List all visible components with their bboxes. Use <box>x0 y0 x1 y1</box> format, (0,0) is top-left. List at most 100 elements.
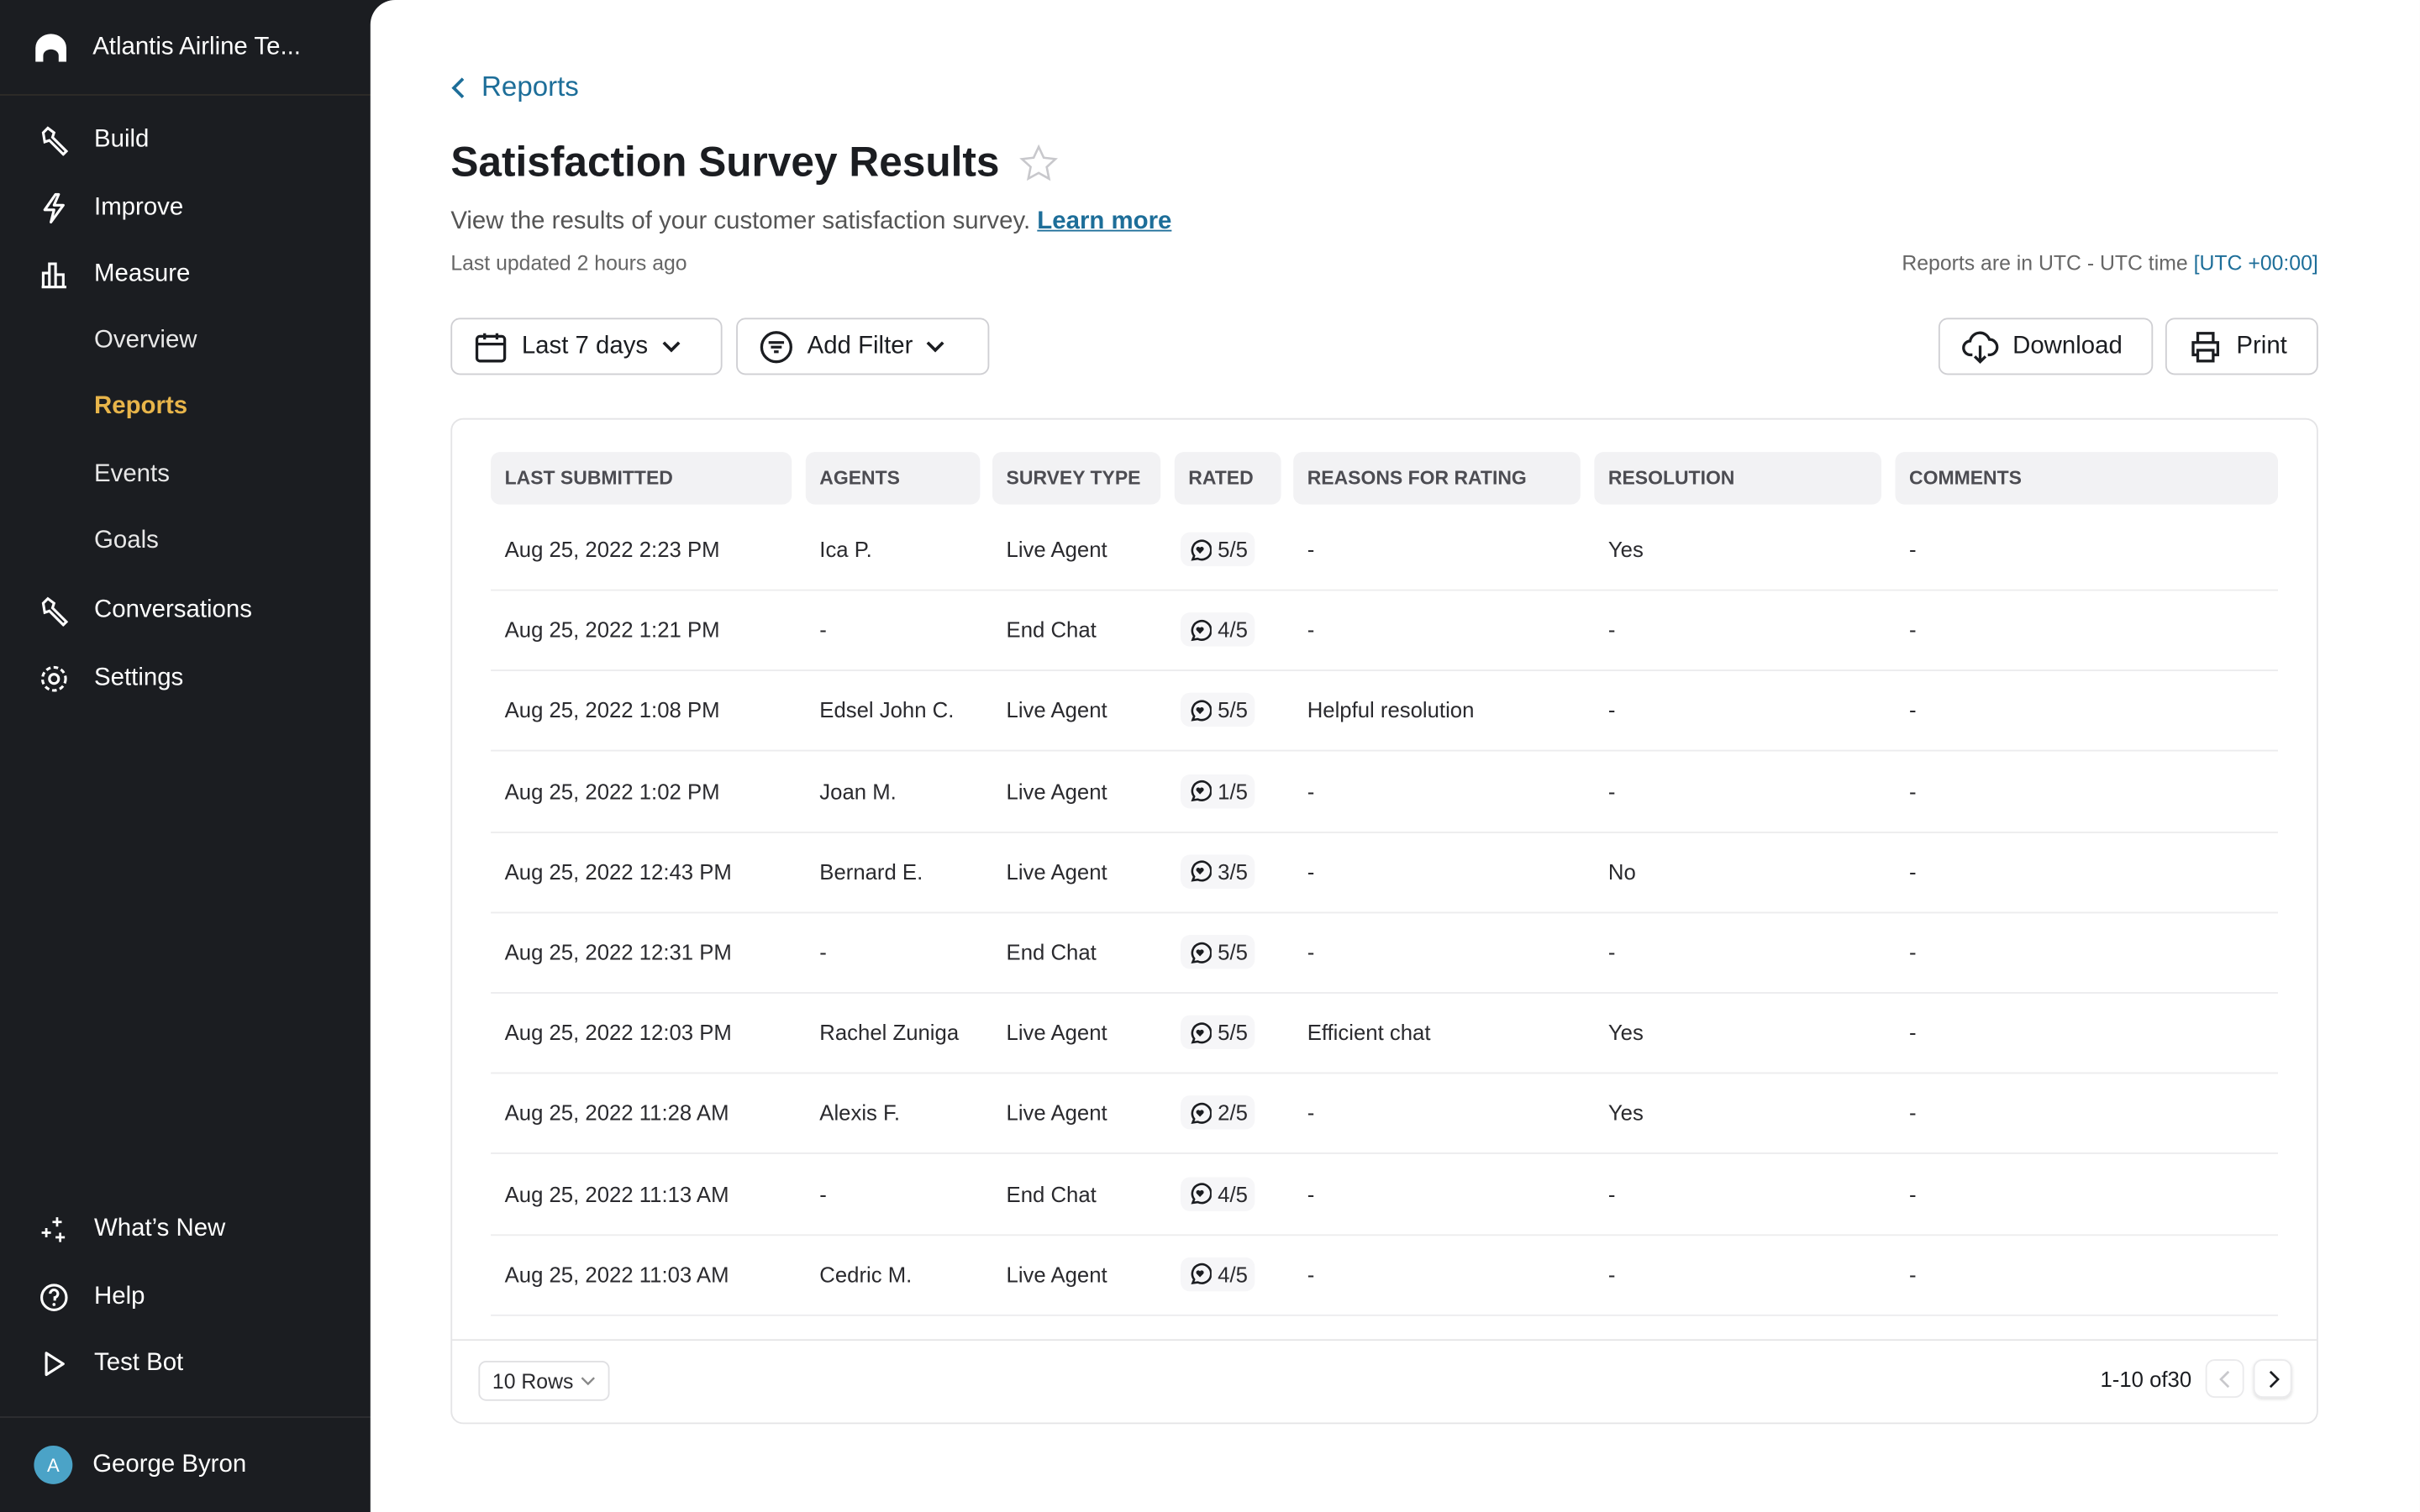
print-button[interactable]: Print <box>2165 318 2318 375</box>
divider <box>0 1416 371 1418</box>
sidebar-subitem-reports[interactable]: Reports <box>94 393 188 420</box>
table-cell: - <box>1307 537 1315 562</box>
sidebar-item-measure[interactable]: Measure <box>0 251 190 297</box>
sidebar-item-improve[interactable]: Improve <box>0 185 183 231</box>
column-header[interactable]: COMMENTS <box>1895 452 2279 505</box>
table-row[interactable]: Aug 25, 2022 11:28 AM Alexis F. Live Agent… <box>491 1073 2279 1155</box>
column-header[interactable]: RATED <box>1174 452 1281 505</box>
sidebar-item-help-circle[interactable]: Help <box>0 1274 145 1320</box>
sidebar-subitem-events[interactable]: Events <box>94 461 170 488</box>
date-range-label: Last 7 days <box>521 332 649 360</box>
table-cell: Aug 25, 2022 1:21 PM <box>504 617 720 643</box>
timezone-link[interactable]: [UTC +00:00] <box>2193 251 2318 275</box>
breadcrumb-back-link[interactable]: Reports <box>450 71 579 103</box>
table-cell: - <box>1307 939 1315 964</box>
star-icon[interactable] <box>1018 143 1059 183</box>
rows-per-page-select[interactable]: 10 Rows <box>478 1360 609 1401</box>
table-cell: - <box>1307 778 1315 804</box>
description-text: View the results of your customer satisf… <box>450 207 1031 235</box>
table-cell: - <box>1607 778 1616 804</box>
rating-value: 5/5 <box>1218 939 1248 964</box>
table-row[interactable]: Aug 25, 2022 12:03 PM Rachel Zuniga Live A… <box>491 992 2279 1074</box>
table-cell: - <box>819 1181 827 1206</box>
rating-value: 4/5 <box>1218 1181 1248 1206</box>
table-cell: - <box>1307 858 1315 885</box>
rating-value: 4/5 <box>1218 617 1248 643</box>
column-header[interactable]: AGENTS <box>805 452 981 505</box>
table-cell: - <box>819 939 827 964</box>
download-label: Download <box>2012 332 2123 360</box>
rating-bubble-icon <box>1191 1263 1212 1285</box>
sidebar-item-label: Conversations <box>94 596 252 624</box>
table-cell: Helpful resolution <box>1307 697 1475 723</box>
rating-badge: 4/5 <box>1181 612 1256 647</box>
wrench-icon <box>39 125 70 156</box>
rating-badge: 5/5 <box>1181 693 1256 727</box>
download-button[interactable]: Download <box>1938 318 2154 375</box>
sidebar-subitem-overview[interactable]: Overview <box>94 327 197 354</box>
play-icon <box>39 1348 70 1379</box>
sidebar-subitem-goals[interactable]: Goals <box>94 528 159 554</box>
table-cell: Aug 25, 2022 11:13 AM <box>504 1181 729 1206</box>
table-cell: - <box>1607 617 1616 643</box>
table-row[interactable]: Aug 25, 2022 11:03 AM Cedric M. Live Agent… <box>491 1234 2279 1316</box>
table-row[interactable]: Aug 25, 2022 1:02 PM Joan M. Live Agent 1/5… <box>491 751 2279 833</box>
table-row[interactable]: Aug 25, 2022 2:23 PM Ica P. Live Agent 5/5 -… <box>491 509 2279 591</box>
table-row[interactable]: Aug 25, 2022 12:43 PM Bernard E. Live Agen… <box>491 832 2279 913</box>
table-cell: Yes <box>1607 537 1644 562</box>
table-cell: End Chat <box>1006 617 1097 643</box>
sidebar-item-play[interactable]: Test Bot <box>0 1341 183 1387</box>
next-page-button[interactable] <box>2253 1359 2292 1399</box>
column-header[interactable]: SURVEY TYPE <box>992 452 1161 505</box>
table-cell: - <box>1607 939 1616 964</box>
sidebar-item-conversations[interactable]: Conversations <box>0 588 252 634</box>
rating-bubble-icon <box>1191 619 1212 641</box>
cloud-download-icon <box>1962 330 1999 364</box>
org-switcher[interactable]: Atlantis Airline Te... <box>0 0 371 96</box>
rating-bubble-icon <box>1191 1021 1212 1043</box>
column-header[interactable]: RESOLUTION <box>1594 452 1881 505</box>
table-cell: Aug 25, 2022 12:03 PM <box>504 1020 732 1045</box>
table-row[interactable]: Aug 25, 2022 11:13 AM - End Chat 4/5 - - - <box>491 1153 2279 1236</box>
table-cell: Edsel John C. <box>819 697 955 723</box>
table-cell: - <box>1909 1262 1917 1287</box>
column-header[interactable]: LAST SUBMITTED <box>491 452 792 505</box>
previous-page-button[interactable] <box>2205 1359 2244 1399</box>
column-header[interactable]: REASONS FOR RATING <box>1293 452 1581 505</box>
table-cell: Aug 25, 2022 11:03 AM <box>504 1262 729 1287</box>
table-cell: Live Agent <box>1006 1020 1107 1045</box>
rating-badge: 4/5 <box>1181 1257 1256 1291</box>
table-cell: Live Agent <box>1006 778 1107 804</box>
rating-badge: 3/5 <box>1181 854 1256 889</box>
sidebar-item-label: What’s New <box>94 1215 226 1242</box>
table-cell: Live Agent <box>1006 1262 1107 1287</box>
user-profile[interactable]: A George Byron <box>34 1446 246 1484</box>
breadcrumb-label: Reports <box>481 71 579 102</box>
table-cell: Joan M. <box>819 778 897 804</box>
table-cell: - <box>1909 939 1917 964</box>
table-cell: Aug 25, 2022 11:28 AM <box>504 1100 729 1126</box>
table-row[interactable]: Aug 25, 2022 1:08 PM Edsel John C. Live Ag… <box>491 670 2279 753</box>
date-range-dropdown[interactable]: Last 7 days <box>450 318 723 375</box>
table-cell: - <box>1909 858 1917 885</box>
sidebar-item-settings[interactable]: Settings <box>0 656 183 702</box>
page-description: View the results of your customer satisf… <box>450 208 1171 236</box>
avatar: A <box>34 1446 73 1484</box>
sidebar-item-label: Test Bot <box>94 1350 184 1377</box>
table-cell: Efficient chat <box>1307 1020 1431 1045</box>
sidebar-item-sparkles[interactable]: What’s New <box>0 1206 225 1252</box>
table-row[interactable]: Aug 25, 2022 1:21 PM - End Chat 4/5 - - - <box>491 590 2279 672</box>
gear-icon <box>39 664 70 695</box>
table-cell: - <box>1307 617 1315 643</box>
table-cell: - <box>1909 778 1917 804</box>
bar-chart-icon <box>39 260 70 291</box>
sidebar-item-build[interactable]: Build <box>0 118 149 164</box>
table-row[interactable]: Aug 25, 2022 12:31 PM - End Chat 5/5 - - - <box>491 912 2279 994</box>
table-cell: End Chat <box>1006 939 1097 964</box>
learn-more-link[interactable]: Learn more <box>1037 207 1172 235</box>
page-title: Satisfaction Survey Results <box>450 139 1058 186</box>
sidebar-item-label: Help <box>94 1284 145 1310</box>
table-cell: Cedric M. <box>819 1262 913 1287</box>
rating-bubble-icon <box>1191 538 1212 560</box>
add-filter-dropdown[interactable]: Add Filter <box>736 318 990 375</box>
